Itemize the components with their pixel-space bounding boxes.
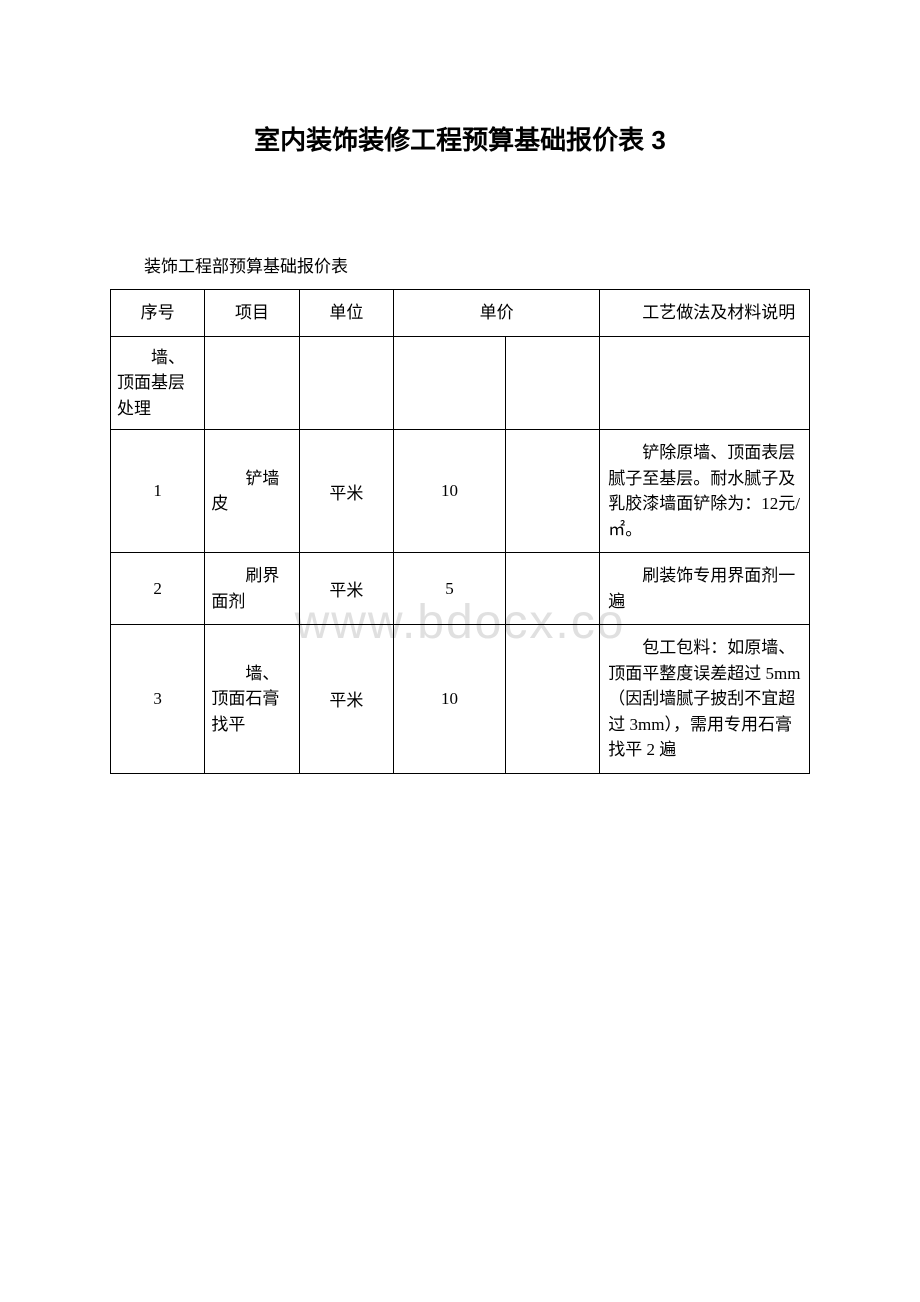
cell-seq: 3: [111, 625, 205, 774]
cell-desc: 包工包料：如原墙、顶面平整度误差超过 5mm（因刮墙腻子披刮不宜超过 3mm），…: [600, 625, 810, 774]
cell-unit: 平米: [299, 430, 393, 553]
table-wrapper: 序号 项目 单位 单价 工艺做法及材料说明 墙、顶面基层处理 1 铲墙皮 平米 …: [110, 289, 810, 774]
header-desc: 工艺做法及材料说明: [600, 290, 810, 337]
cell-empty: [505, 553, 599, 625]
cell-empty: [505, 625, 599, 774]
section-empty: [205, 336, 299, 430]
cell-item: 刷界面剂: [205, 553, 299, 625]
header-item: 项目: [205, 290, 299, 337]
cell-price: 10: [394, 430, 506, 553]
cell-desc: 铲除原墙、顶面表层腻子至基层。耐水腻子及乳胶漆墙面铲除为：12元/㎡。: [600, 430, 810, 553]
page-title: 室内装饰装修工程预算基础报价表 3: [110, 120, 810, 157]
price-table: 序号 项目 单位 单价 工艺做法及材料说明 墙、顶面基层处理 1 铲墙皮 平米 …: [110, 289, 810, 774]
subtitle: 装饰工程部预算基础报价表: [110, 252, 810, 277]
table-row: 3 墙、顶面石膏找平 平米 10 包工包料：如原墙、顶面平整度误差超过 5mm（…: [111, 625, 810, 774]
section-empty: [299, 336, 393, 430]
cell-empty: [505, 430, 599, 553]
cell-desc: 刷装饰专用界面剂一遍: [600, 553, 810, 625]
cell-item: 墙、顶面石膏找平: [205, 625, 299, 774]
cell-seq: 1: [111, 430, 205, 553]
cell-price: 5: [394, 553, 506, 625]
header-unit: 单位: [299, 290, 393, 337]
table-section-row: 墙、顶面基层处理: [111, 336, 810, 430]
header-price: 单价: [394, 290, 600, 337]
header-seq: 序号: [111, 290, 205, 337]
table-row: 1 铲墙皮 平米 10 铲除原墙、顶面表层腻子至基层。耐水腻子及乳胶漆墙面铲除为…: [111, 430, 810, 553]
cell-item: 铲墙皮: [205, 430, 299, 553]
cell-unit: 平米: [299, 553, 393, 625]
table-row: 2 刷界面剂 平米 5 刷装饰专用界面剂一遍: [111, 553, 810, 625]
table-header-row: 序号 项目 单位 单价 工艺做法及材料说明: [111, 290, 810, 337]
section-label: 墙、顶面基层处理: [111, 336, 205, 430]
section-empty: [505, 336, 599, 430]
cell-unit: 平米: [299, 625, 393, 774]
cell-seq: 2: [111, 553, 205, 625]
cell-price: 10: [394, 625, 506, 774]
section-empty: [394, 336, 506, 430]
section-empty: [600, 336, 810, 430]
